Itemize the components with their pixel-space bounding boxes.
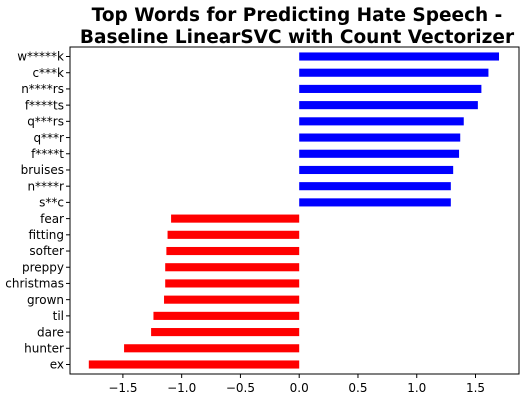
y-tick-label: q***rs xyxy=(27,115,64,129)
bar-7 xyxy=(299,165,454,175)
y-tick-label: til xyxy=(53,309,64,323)
x-axis-ticks: −1.5 −1.0 −0.5 0.0 0.5 1.0 1.5 xyxy=(108,374,485,395)
y-tick-label: ex xyxy=(50,358,64,372)
chart-title-line-2: Baseline LinearSVC with Count Vectorizer xyxy=(80,27,515,48)
x-tick-label: 1.0 xyxy=(407,381,426,395)
x-tick-label: 1.5 xyxy=(466,381,485,395)
y-tick-label: n****rs xyxy=(21,82,64,96)
y-tick-label: softer xyxy=(29,244,64,258)
bar-5 xyxy=(299,133,461,142)
bar-6 xyxy=(299,149,460,158)
y-tick-label: f****t xyxy=(31,147,64,161)
y-tick-label: c***k xyxy=(32,66,64,80)
bar-17 xyxy=(151,328,300,337)
y-tick-label: fear xyxy=(40,212,64,226)
bar-1 xyxy=(299,68,489,77)
bar-3 xyxy=(299,101,478,110)
x-tick-label: 0.5 xyxy=(348,381,367,395)
bar-19 xyxy=(88,360,300,369)
y-tick-label: hunter xyxy=(24,341,64,355)
x-tick-label: −1.5 xyxy=(108,381,137,395)
bar-11 xyxy=(167,230,300,239)
bar-9 xyxy=(299,198,451,207)
bar-8 xyxy=(299,182,451,191)
y-tick-label: bruises xyxy=(21,163,64,177)
y-tick-label: preppy xyxy=(22,260,64,274)
bar-4 xyxy=(299,117,464,126)
bar-18 xyxy=(124,344,300,353)
y-tick-label: n****r xyxy=(27,179,64,193)
bar-0 xyxy=(299,52,500,61)
bar-13 xyxy=(165,263,300,272)
bar-2 xyxy=(299,84,482,93)
y-tick-label: q***r xyxy=(33,131,64,145)
x-tick-label: 0.0 xyxy=(290,381,309,395)
x-tick-label: −1.0 xyxy=(167,381,196,395)
y-tick-label: f****ts xyxy=(25,98,64,112)
plot-area-frame xyxy=(69,46,520,375)
y-tick-label: fitting xyxy=(28,228,64,242)
bar-15 xyxy=(164,295,300,304)
bar-16 xyxy=(153,311,300,320)
bars-group xyxy=(88,52,500,369)
x-tick-label: −0.5 xyxy=(226,381,255,395)
bar-12 xyxy=(166,246,300,256)
y-tick-label: s**c xyxy=(39,196,64,210)
y-axis-ticks: w*****k c***k n****rs f****ts q***rs q***r f**… xyxy=(5,50,70,372)
bar-14 xyxy=(165,279,300,288)
y-tick-label: dare xyxy=(37,325,64,339)
y-tick-label: grown xyxy=(27,293,64,307)
chart-title-line-1: Top Words for Predicting Hate Speech - xyxy=(92,5,503,26)
y-tick-label: w*****k xyxy=(17,50,64,64)
y-tick-label: christmas xyxy=(5,277,64,291)
bar-10 xyxy=(171,214,300,223)
